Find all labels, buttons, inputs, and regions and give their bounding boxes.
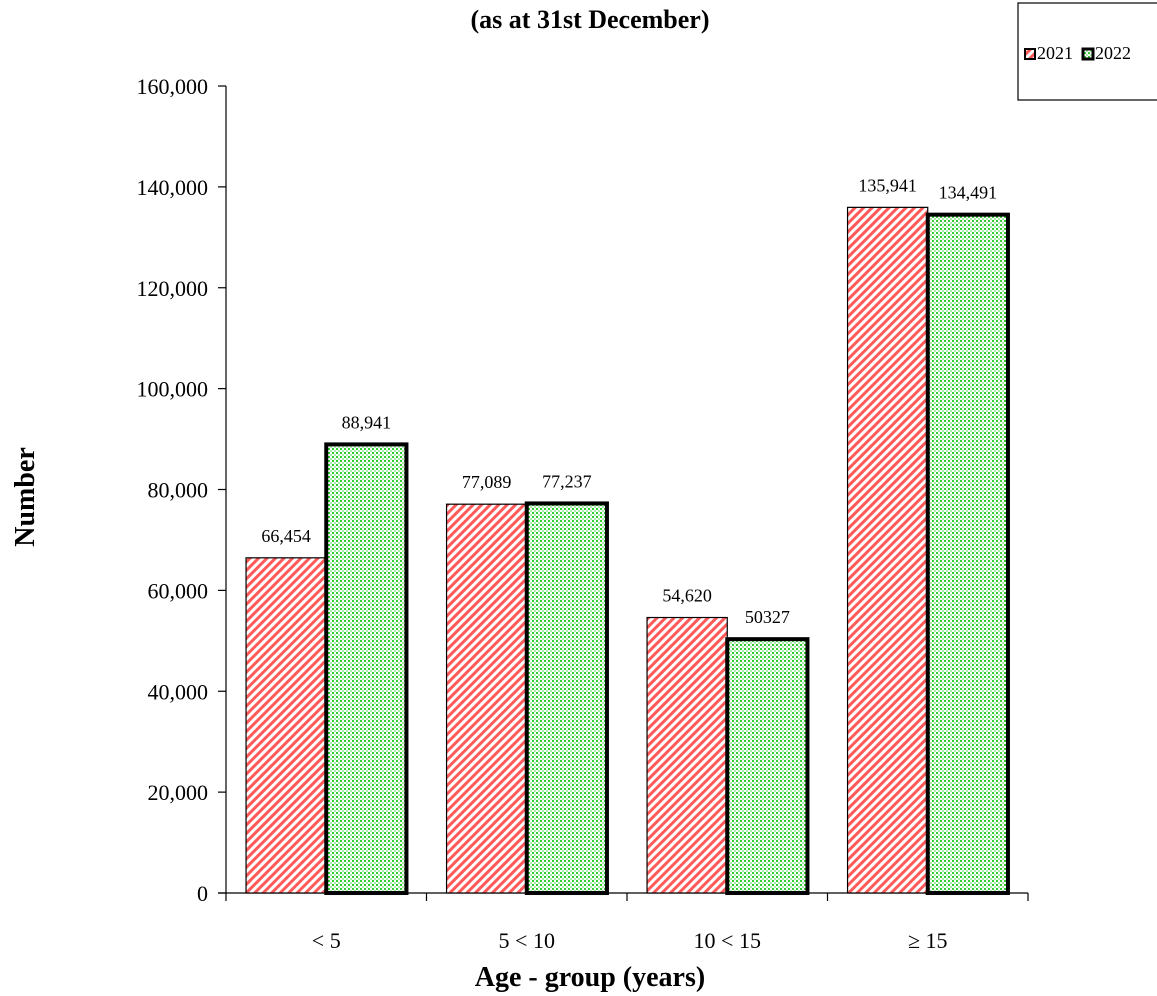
legend-swatch-2021: [1024, 48, 1036, 60]
bars: [245, 206, 1010, 896]
bar-2021: [646, 616, 728, 894]
legend-swatch-2022: [1081, 47, 1095, 61]
chart-title: (as at 31st December): [471, 5, 710, 34]
y-tick-label: 20,000: [148, 780, 209, 805]
data-label-2021: 135,941: [858, 175, 917, 195]
bar-2022: [524, 501, 609, 895]
y-tick-label: 100,000: [137, 377, 209, 402]
legend: 2021 2022: [1017, 2, 1157, 101]
y-tick-label: 40,000: [148, 679, 209, 704]
bar-2022: [725, 637, 810, 896]
data-label-2022: 134,491: [939, 183, 998, 203]
x-tick-label: 5 < 10: [499, 928, 555, 953]
y-tick-label: 160,000: [137, 74, 209, 99]
legend-label-2022: 2022: [1095, 43, 1131, 63]
bar-2021: [445, 503, 528, 894]
data-label-2022: 88,941: [342, 412, 392, 432]
data-label-2021: 66,454: [261, 526, 311, 546]
data-label-2021: 54,620: [662, 586, 712, 606]
data-label-2021: 77,089: [462, 472, 512, 492]
y-tick-label: 60,000: [148, 578, 209, 603]
y-tick-label: 140,000: [137, 175, 209, 200]
x-tick-label: 10 < 15: [694, 928, 761, 953]
x-tick-label: < 5: [312, 928, 341, 953]
bar-2021: [846, 206, 929, 894]
data-label-2022: 50327: [745, 607, 790, 627]
bar-2022: [925, 212, 1010, 896]
data-label-2022: 77,237: [542, 471, 592, 491]
y-axis-title: Number: [10, 447, 41, 547]
x-axis-title: Age - group (years): [475, 962, 705, 993]
bar-2022: [324, 442, 409, 895]
x-tick-label: ≥ 15: [908, 928, 948, 953]
data-labels: 66,454 88,941 77,089 77,237 54,620 50327 135,9…: [261, 175, 997, 627]
y-tick-label: 0: [197, 881, 208, 906]
bar-2021: [245, 557, 327, 894]
y-tick-label: 80,000: [148, 478, 209, 503]
y-tick-label: 120,000: [137, 276, 209, 301]
legend-label-2021: 2021: [1037, 43, 1073, 63]
